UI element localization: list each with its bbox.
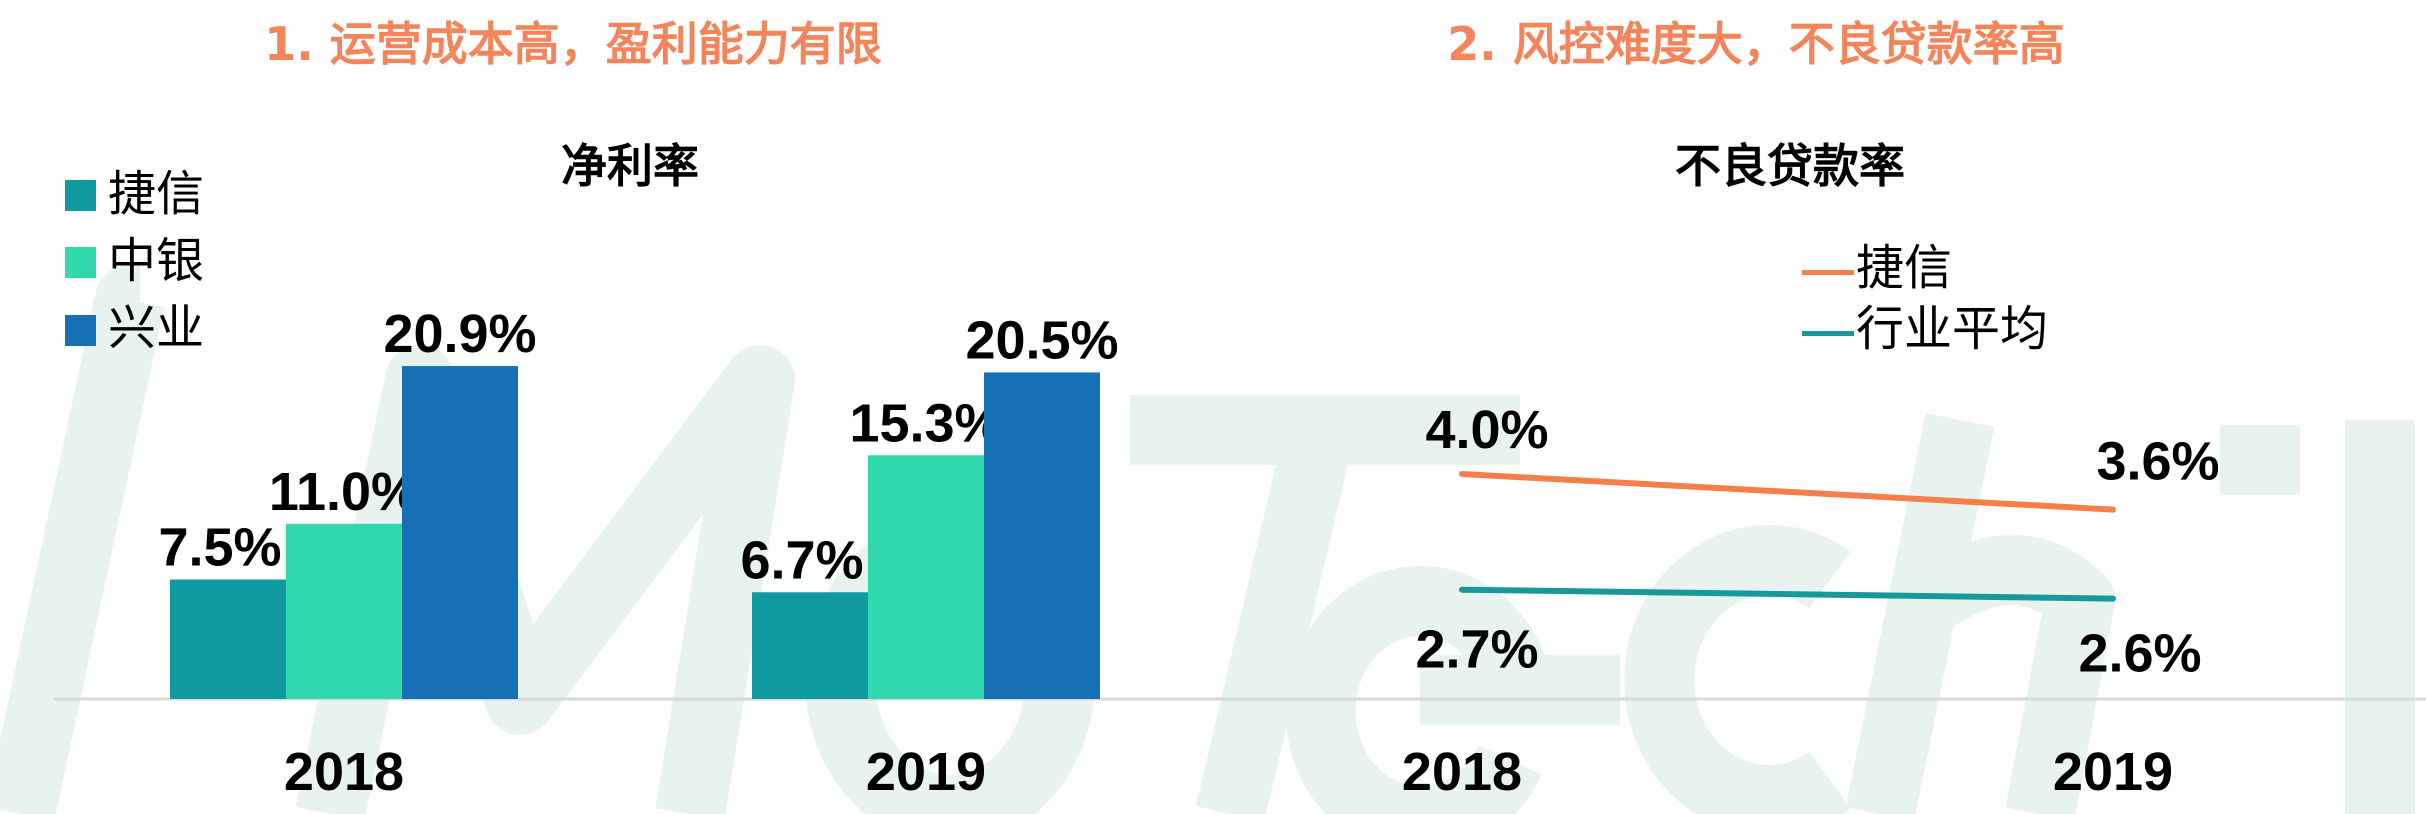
bar-2019-2: [984, 372, 1100, 699]
watermark-shape: [1624, 525, 1851, 814]
heading-profitability: 1. 运营成本高，盈利能力有限: [264, 17, 882, 71]
heading-risk: 2. 风控难度大，不良贷款率高: [1447, 17, 2065, 71]
legend-swatch-zhongyin: [65, 247, 96, 278]
legend-swatch-xingye: [65, 315, 96, 346]
line-label: 2.7%: [1415, 620, 1538, 680]
bar-2019-0: [752, 592, 868, 699]
bar-2018-0: [170, 579, 286, 699]
x-tick-label: 2019: [2053, 742, 2173, 802]
watermark-shape: [1285, 565, 1620, 814]
x-tick-label: 2019: [866, 742, 986, 802]
bar-2019-1: [868, 455, 984, 699]
legend-line-jiexin: [1802, 270, 1854, 275]
watermark-shape: [0, 265, 165, 814]
legend-label-industry: 行业平均: [1856, 301, 2049, 357]
bar-label: 20.9%: [383, 304, 536, 364]
line-chart-title: 不良贷款率: [1675, 139, 1905, 193]
bar-label: 15.3%: [849, 393, 1002, 453]
legend-label-jiexin-line: 捷信: [1856, 240, 1953, 296]
bar-label: 11.0%: [269, 462, 419, 522]
legend-label-zhongyin: 中银: [108, 233, 205, 289]
x-tick-label: 2018: [284, 742, 404, 802]
line-label: 3.6%: [2096, 432, 2219, 492]
bar-label: 7.5%: [158, 518, 281, 578]
bar-label: 20.5%: [965, 310, 1118, 370]
watermark-shape: [1845, 413, 1995, 814]
watermark-shape: [1195, 422, 1355, 814]
bar-label: 6.7%: [740, 530, 863, 590]
bar-2018-2: [402, 366, 518, 699]
line-label: 2.6%: [2078, 624, 2201, 684]
legend-swatch-jiexin: [65, 180, 96, 211]
line-series-0: [1459, 471, 2116, 513]
bar-2018-1: [286, 523, 402, 699]
watermark-shape: [1910, 535, 2115, 814]
legend-label-xingye: 兴业: [108, 300, 205, 356]
x-tick-label: 2018: [1402, 742, 1522, 802]
line-series-1: [1459, 586, 2116, 602]
line-label: 4.0%: [1425, 400, 1548, 460]
bar-chart-title: 净利率: [561, 139, 699, 193]
legend-line-industry: [1802, 331, 1854, 336]
legend-label-jiexin: 捷信: [108, 166, 205, 222]
